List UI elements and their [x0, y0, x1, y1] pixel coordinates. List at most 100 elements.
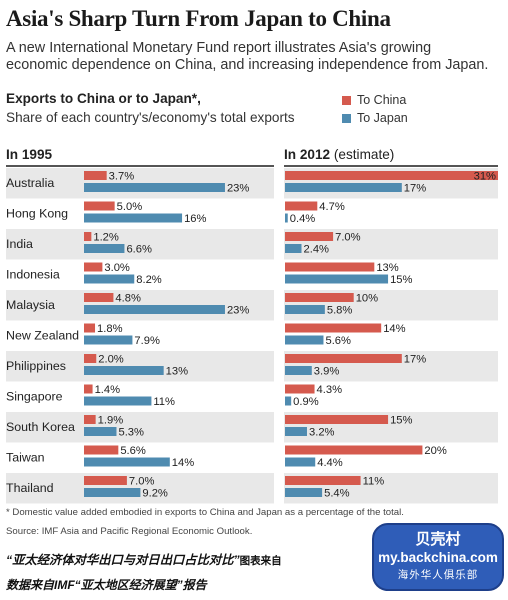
- data-label-japan: 3.2%: [309, 427, 335, 439]
- bar-japan: [84, 488, 141, 497]
- bar-china: [285, 293, 354, 302]
- bar-china: [84, 262, 103, 272]
- bar-japan: [285, 457, 316, 467]
- data-label-japan: 15%: [390, 274, 412, 286]
- data-label-china: 2.0%: [98, 354, 124, 366]
- bar-china: [285, 415, 389, 424]
- bar-china: [84, 384, 93, 394]
- panel-2012-year: In 2012: [284, 147, 331, 162]
- chart-title: Asia's Sharp Turn From Japan to China: [6, 6, 391, 31]
- data-label-china: 14%: [383, 323, 405, 335]
- data-label-china: 1.8%: [97, 323, 123, 335]
- data-label-japan: 0.9%: [293, 396, 319, 408]
- data-label-china: 4.3%: [317, 384, 343, 396]
- data-label-china: 5.6%: [120, 445, 146, 457]
- data-label-japan: 2.4%: [303, 244, 329, 256]
- data-label-china: 4.7%: [319, 201, 345, 213]
- data-label-japan: 3.9%: [314, 366, 340, 378]
- data-label-japan: 14%: [172, 457, 194, 469]
- data-label-china: 7.0%: [335, 232, 361, 244]
- bar-china: [84, 232, 92, 241]
- data-label-china: 11%: [363, 476, 385, 488]
- legend-item-japan: To Japan: [342, 111, 408, 125]
- data-label-china: 1.4%: [95, 384, 121, 396]
- bar-japan: [285, 488, 323, 497]
- data-label-china: 3.0%: [104, 262, 130, 274]
- legend-label-japan: To Japan: [357, 111, 408, 125]
- bar-japan: [285, 366, 312, 375]
- panel-1995-rule: [6, 165, 274, 167]
- bar-china: [84, 293, 114, 302]
- bar-japan: [84, 213, 183, 223]
- caption-line-1: “亚太经济体对华出口与对日出口占比对比”图表来自: [6, 550, 282, 568]
- legend-label-china: To China: [357, 93, 407, 107]
- bar-japan: [84, 305, 225, 314]
- panel-2012-note: (estimate): [333, 147, 395, 162]
- panel-2012-rule: [284, 165, 498, 167]
- category-label: Hong Kong: [6, 207, 68, 221]
- data-label-japan: 8.2%: [136, 274, 162, 286]
- data-label-japan: 16%: [184, 213, 206, 225]
- bar-japan: [84, 335, 133, 345]
- bar-chart: Australia 3.7% 23% Hong Kong 5.0% 16% India 1.2…: [6, 168, 498, 504]
- bar-japan: [84, 457, 170, 467]
- data-label-japan: 4.4%: [317, 457, 343, 469]
- data-label-japan: 13%: [166, 366, 188, 378]
- bar-japan: [285, 274, 389, 284]
- panel-1995-header: In 1995: [6, 147, 52, 162]
- bar-japan: [84, 427, 117, 436]
- panel-2012-header: In 2012 (estimate): [284, 147, 394, 162]
- bar-china: [84, 201, 115, 211]
- bar-china: [84, 476, 127, 485]
- data-label-china: 15%: [390, 415, 412, 427]
- bar-china: [84, 415, 96, 424]
- chart-footnote: * Domestic value added embodied in expor…: [6, 507, 404, 518]
- bar-china: [285, 232, 334, 241]
- data-label-japan: 0.4%: [290, 213, 316, 225]
- bar-japan: [285, 335, 324, 345]
- category-label: Taiwan: [6, 451, 45, 465]
- category-label: Thailand: [6, 481, 54, 495]
- bar-china: [285, 384, 315, 394]
- legend-swatch-japan: [342, 114, 351, 123]
- chart-source: Source: IMF Asia and Pacific Regional Ec…: [6, 526, 253, 537]
- category-label: Malaysia: [6, 298, 55, 312]
- category-label: India: [6, 237, 33, 251]
- bar-china: [285, 323, 382, 333]
- data-label-china: 17%: [404, 354, 426, 366]
- data-label-japan: 6.6%: [126, 244, 152, 256]
- legend-subheading: Share of each country's/economy's total …: [6, 110, 295, 125]
- caption-line-1-tail: 图表来自: [239, 555, 282, 567]
- bar-china: [285, 201, 318, 211]
- data-label-china: 4.8%: [115, 293, 141, 305]
- panel-1995-year: In 1995: [6, 147, 53, 162]
- bar-japan: [285, 427, 307, 436]
- data-label-china: 7.0%: [129, 476, 155, 488]
- bar-china: [84, 354, 97, 363]
- data-label-japan: 11%: [153, 396, 175, 408]
- data-label-japan: 5.8%: [327, 305, 353, 317]
- data-label-china: 3.7%: [109, 171, 135, 183]
- bar-china: [84, 323, 96, 333]
- bar-japan: [84, 274, 135, 284]
- data-label-japan: 5.4%: [324, 488, 350, 500]
- bar-japan: [84, 396, 152, 406]
- bar-japan: [285, 244, 302, 253]
- data-label-china: 5.0%: [117, 201, 143, 213]
- data-label-china: 13%: [376, 262, 398, 274]
- data-label-japan: 17%: [404, 183, 426, 195]
- bar-china: [285, 476, 361, 485]
- legend-item-china: To China: [342, 93, 406, 107]
- bar-japan: [285, 305, 325, 314]
- row-band: [6, 412, 274, 443]
- bar-china: [285, 354, 402, 363]
- site-watermark-badge: 贝壳村 my.backchina.com 海外华人俱乐部: [372, 523, 504, 591]
- data-label-china: 20%: [424, 445, 446, 457]
- watermark-line-1: 贝壳村: [415, 531, 461, 548]
- data-label-china: 10%: [356, 293, 378, 305]
- row-band: [6, 229, 274, 260]
- category-label: Indonesia: [6, 268, 60, 282]
- category-label: Australia: [6, 176, 54, 190]
- category-label: New Zealand: [6, 329, 79, 343]
- bar-china: [285, 171, 498, 180]
